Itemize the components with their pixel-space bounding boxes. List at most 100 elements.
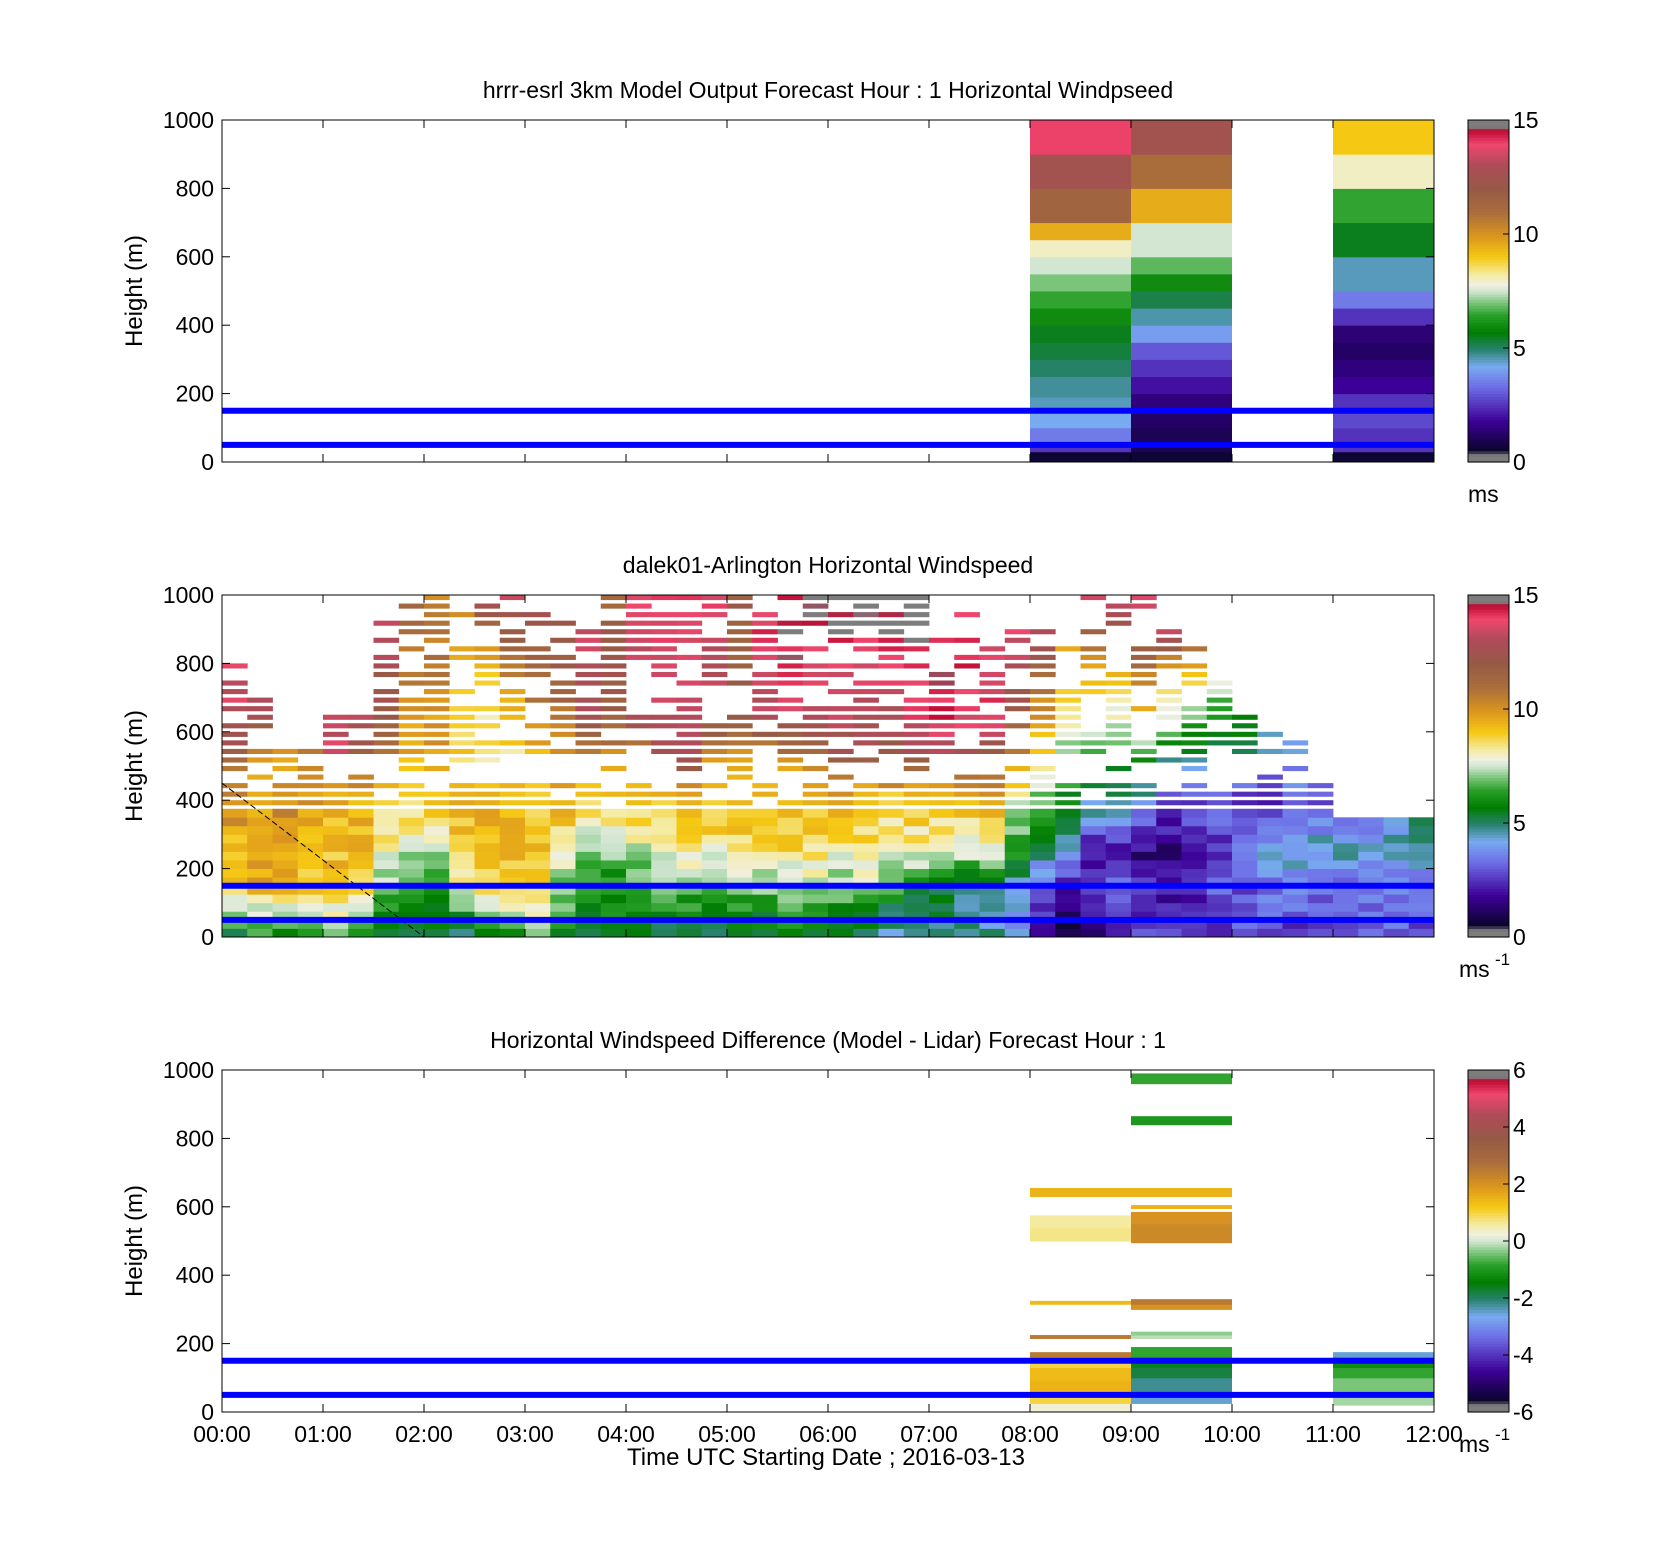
cell-p3-225 [297, 851, 324, 861]
cell-p11-550 [499, 740, 526, 746]
colorbar-segment [1468, 1238, 1509, 1242]
cell-p47-250 [1408, 842, 1435, 852]
cell-p42-250 [1282, 842, 1309, 852]
cell-p35-700 [1105, 689, 1132, 695]
cell-p26-100 [878, 894, 905, 904]
cell-p17-675 [651, 697, 677, 703]
colorbar-tick-label: 4 [1513, 1114, 1526, 1140]
cell-c2-3 [1333, 393, 1434, 412]
cell-p25-425 [853, 783, 879, 789]
cell-p35-400 [1105, 791, 1132, 797]
cell-p18-925 [676, 612, 703, 618]
colorbar-segment [1468, 367, 1509, 372]
cell-p18-300 [676, 825, 703, 835]
cell-p6-525 [373, 748, 400, 755]
cell-p13-625 [550, 714, 576, 720]
colorbar-segment [1468, 1292, 1509, 1296]
colorbar-segment [1468, 139, 1509, 144]
cell-p40-550 [1232, 740, 1258, 746]
colorbar-tick-label: 5 [1513, 335, 1526, 361]
cell-p38-0 [1181, 928, 1208, 938]
cell-p2-200 [272, 860, 299, 869]
cell-p15-700 [600, 689, 627, 695]
cell-p17-25 [651, 919, 677, 929]
cell-p16-125 [626, 885, 652, 895]
cell-p30-700 [979, 689, 1006, 695]
cell-p31-200 [1004, 860, 1031, 869]
cell-p13-175 [550, 868, 576, 878]
cell-p10-375 [474, 800, 501, 806]
cell-p39-575 [1206, 731, 1233, 737]
cell-p19-600 [701, 723, 728, 729]
cell-p30-750 [979, 671, 1006, 678]
colorbar-segment [1468, 680, 1509, 684]
cell-p37-800 [1156, 654, 1182, 660]
cell-p31-325 [1004, 817, 1031, 827]
cell-p10-725 [474, 680, 501, 686]
cell-p7-350 [398, 808, 425, 818]
colorbar-segment [1468, 652, 1509, 656]
cell-p23-425 [802, 783, 829, 789]
cell-p24-775 [828, 663, 854, 669]
cell-p3-450 [297, 774, 324, 780]
colorbar-segment [1468, 868, 1509, 873]
colorbar-segment [1468, 256, 1509, 261]
cell-p38-650 [1181, 706, 1208, 712]
colorbar-segment [1468, 777, 1509, 781]
cell-p24-850 [828, 637, 854, 643]
cell-p22-825 [777, 646, 804, 652]
cell-p3-200 [297, 860, 324, 869]
cell-p32-50 [1030, 911, 1056, 921]
cell-p38-375 [1181, 800, 1208, 806]
cell-p25-575 [853, 731, 879, 737]
cell-p14-400 [575, 791, 602, 797]
cell-c1-11 [1131, 1205, 1232, 1210]
colorbar-segment [1468, 595, 1509, 599]
cell-p30-575 [979, 731, 1006, 737]
cell-p15-275 [600, 834, 627, 844]
colorbar-segment [1468, 828, 1509, 833]
cell-p12-100 [525, 894, 551, 904]
cell-p40-125 [1232, 885, 1258, 895]
colorbar-tick-label: -4 [1513, 1342, 1534, 1368]
cell-p36-200 [1131, 860, 1157, 869]
colorbar-segment [1468, 145, 1509, 150]
colorbar-segment [1468, 1306, 1509, 1310]
cell-p10-0 [474, 928, 501, 938]
cell-p23-375 [802, 800, 829, 806]
colorbar-segment [1468, 902, 1509, 907]
cell-p21-300 [752, 825, 778, 835]
cell-c1-13 [1131, 188, 1232, 224]
cell-p20-375 [727, 800, 753, 806]
cell-p36-525 [1131, 748, 1157, 755]
cell-p31-375 [1004, 800, 1031, 806]
cell-p12-25 [525, 919, 551, 929]
cell-p25-600 [853, 723, 879, 729]
colorbar-segment [1468, 424, 1509, 429]
cell-p23-400 [802, 791, 829, 797]
cell-p41-100 [1257, 894, 1283, 904]
colorbar-segment [1468, 177, 1509, 181]
colorbar-segment [1468, 410, 1509, 415]
cell-p12-225 [525, 851, 551, 861]
colorbar-segment [1468, 1266, 1509, 1271]
cell-p35-550 [1105, 740, 1132, 746]
cell-p25-100 [853, 894, 879, 904]
cell-p20-100 [727, 894, 753, 904]
cell-p33-200 [1055, 860, 1081, 869]
cell-p47-125 [1408, 885, 1435, 895]
colorbar-segment [1468, 623, 1509, 627]
cell-p34-825 [1080, 646, 1107, 652]
cell-p30-725 [979, 680, 1006, 686]
colorbar-segment [1468, 125, 1509, 130]
colorbar-segment [1468, 632, 1509, 636]
colorbar-segment [1468, 671, 1509, 676]
cell-p23-350 [802, 808, 829, 818]
cell-p36-425 [1131, 783, 1157, 789]
cell-p14-100 [575, 894, 602, 904]
cell-p2-425 [272, 783, 299, 789]
colorbar-segment [1468, 313, 1509, 318]
cell-p23-725 [802, 680, 829, 686]
cell-p33-550 [1055, 740, 1081, 746]
cell-p23-75 [802, 902, 829, 912]
